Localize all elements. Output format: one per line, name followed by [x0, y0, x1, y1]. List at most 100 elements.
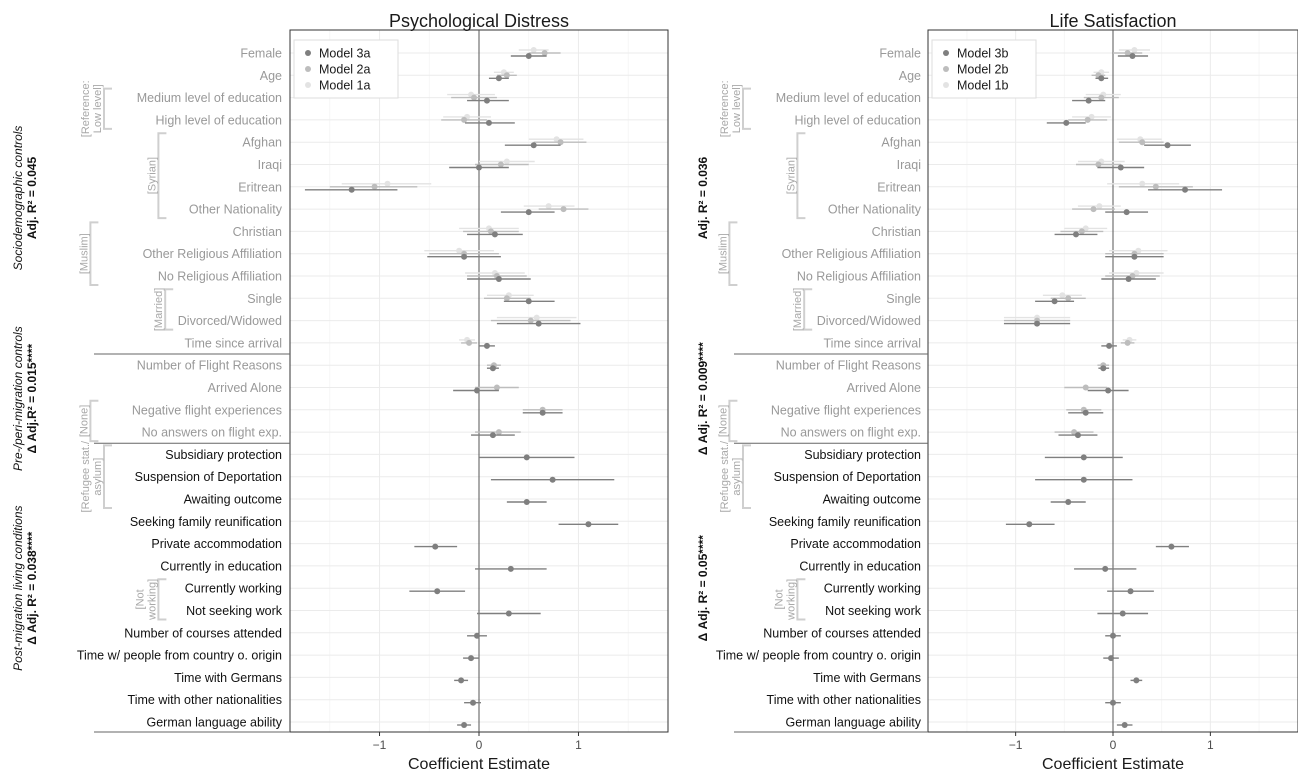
point-m3: [483, 97, 490, 104]
y-axis-label: No answers on flight exp.: [781, 426, 921, 440]
point-m3: [1125, 276, 1132, 282]
point-m3: [489, 365, 496, 372]
y-axis-label: Subsidiary protection: [804, 448, 921, 462]
group-bracket: [728, 221, 738, 286]
point-m3: [1074, 432, 1081, 439]
y-axis-label: High level of education: [156, 113, 283, 127]
group-bracket: [103, 87, 112, 130]
point-m3: [1108, 655, 1115, 662]
legend-swatch: [943, 82, 949, 88]
y-axis-label: No answers on flight exp.: [142, 426, 282, 440]
y-axis-label: Suspension of Deportation: [774, 470, 921, 484]
y-axis-label: Number of Flight Reasons: [137, 359, 282, 373]
y-axis-label: Arrived Alone: [208, 381, 282, 395]
y-axis-label: Medium level of education: [137, 91, 282, 105]
section-annotation: Adj. R² = 0.036: [696, 156, 710, 239]
point-m3: [468, 655, 475, 662]
y-axis-label: Arrived Alone: [847, 381, 921, 395]
y-axis-label: Single: [886, 292, 921, 306]
group-label-line: [None]: [717, 405, 729, 437]
section-stat: Adj. R² = 0.045: [25, 156, 39, 239]
point-m2: [466, 339, 473, 346]
y-axis-label: Eritrean: [877, 180, 921, 194]
point-m3: [1164, 142, 1171, 149]
point-m2: [503, 295, 510, 302]
group-label-line: working]: [785, 579, 797, 621]
point-m2: [1082, 384, 1089, 391]
group-bracket: [157, 132, 167, 220]
point-m3: [525, 53, 532, 59]
point-m2: [495, 429, 502, 436]
point-m3: [474, 632, 481, 639]
group-label: [Reference: Low level]: [719, 80, 743, 137]
point-m2: [493, 384, 500, 391]
point-m1: [545, 203, 552, 210]
point-m3: [1123, 209, 1130, 216]
point-m3: [505, 610, 512, 617]
group-label: [None]: [78, 405, 90, 437]
group-label: [Married]: [153, 288, 165, 331]
x-axis-label: Coefficient Estimate: [408, 756, 550, 772]
section-stat: Δ Adj. R² = 0.009****: [696, 342, 710, 455]
chart-title: Psychological Distress: [389, 11, 569, 31]
y-axis-label: Time with other nationalities: [128, 693, 282, 707]
point-m2: [503, 72, 510, 79]
group-bracket: [796, 578, 806, 621]
y-axis-label: Currently in education: [799, 559, 921, 573]
y-axis-label: Currently working: [824, 582, 921, 596]
point-m1: [533, 314, 540, 321]
point-m3: [549, 476, 556, 483]
point-m3: [525, 209, 532, 216]
y-axis-label: Suspension of Deportation: [135, 470, 282, 484]
point-m3: [1133, 677, 1140, 684]
y-axis-label: Seeking family reunification: [130, 515, 282, 529]
point-m3: [491, 231, 498, 238]
y-axis-label: German language ability: [786, 716, 922, 730]
y-axis-label: Time w/ people from country o. origin: [77, 649, 282, 663]
point-m3: [348, 186, 355, 193]
y-axis-label: Awaiting outcome: [184, 493, 282, 507]
group-label-line: [Refugee stat./: [719, 440, 731, 512]
x-tick-label: −1: [1009, 738, 1023, 752]
y-axis-label: Other Nationality: [189, 203, 283, 217]
legend-entry: Model 3b: [957, 47, 1008, 61]
section-name: Pre-/peri-migration controls: [11, 326, 25, 471]
legend-swatch: [943, 66, 949, 72]
point-m2: [1084, 116, 1091, 123]
y-axis-label: Not seeking work: [825, 604, 922, 618]
y-axis-label: Afghan: [881, 136, 921, 150]
point-m3: [1106, 342, 1113, 349]
group-bracket: [742, 444, 751, 509]
point-m2: [1152, 183, 1159, 190]
point-m2: [1095, 161, 1102, 168]
y-axis-label: Currently in education: [160, 559, 282, 573]
group-label: [Muslim]: [717, 233, 729, 274]
group-bracket: [803, 288, 813, 331]
point-m2: [471, 94, 478, 101]
group-bracket: [89, 399, 99, 443]
legend-entry: Model 2b: [957, 63, 1008, 77]
point-m3: [476, 164, 482, 171]
legend-swatch: [305, 50, 311, 56]
y-axis-label: Age: [260, 69, 282, 83]
group-label-line: [Not: [134, 589, 146, 609]
y-axis-label: Age: [899, 69, 921, 83]
point-m2: [497, 161, 504, 168]
section-annotation: Δ Adj. R² = 0.05****: [696, 535, 710, 642]
legend-entry: Model 1a: [319, 79, 370, 93]
legend-box: [931, 39, 1037, 99]
point-m2: [1139, 139, 1146, 146]
point-m1: [384, 180, 391, 187]
y-axis-label: Private accommodation: [151, 537, 282, 551]
point-m1: [1096, 203, 1103, 210]
point-m2: [1124, 50, 1131, 56]
point-m2: [1124, 339, 1131, 346]
point-m3: [523, 454, 530, 461]
point-m3: [432, 543, 439, 550]
y-axis-label: Number of courses attended: [124, 626, 282, 640]
x-tick-label: 0: [476, 738, 483, 752]
group-label-line: [Reference:: [80, 80, 92, 137]
group-label-line: asylum]: [731, 458, 743, 496]
point-m3: [525, 298, 532, 305]
legend-swatch: [943, 50, 949, 56]
